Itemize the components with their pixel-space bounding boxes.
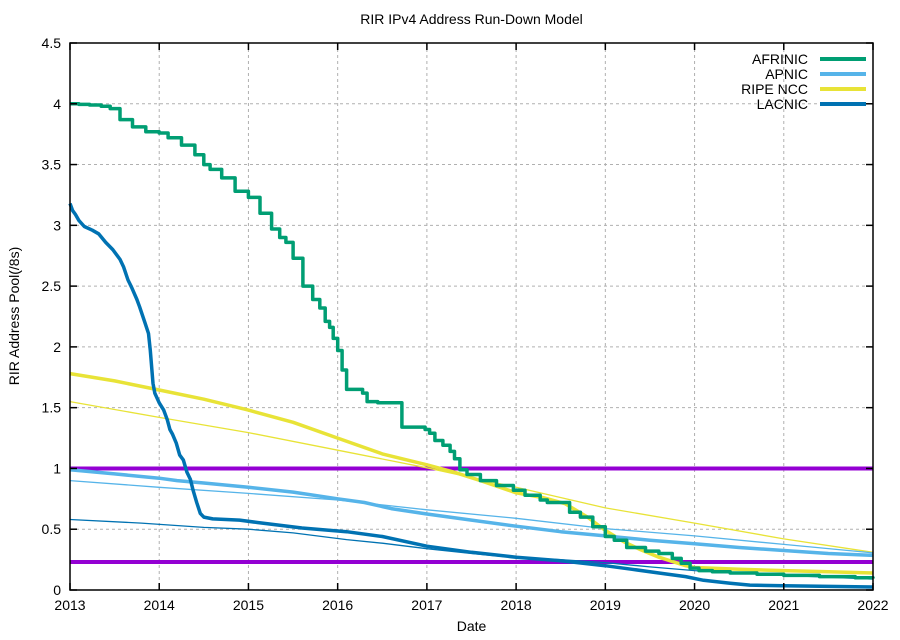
legend-line-lacnic-icon <box>820 101 866 106</box>
x-tick-label: 2019 <box>590 597 621 613</box>
x-tick-label: 2017 <box>411 597 442 613</box>
x-tick-label: 2013 <box>54 597 85 613</box>
legend-line-ripe-ncc-icon <box>820 86 866 91</box>
legend-label-afrinic: AFRINIC <box>752 50 808 67</box>
x-tick-label: 2014 <box>144 597 175 613</box>
legend-item-apnic: APNIC <box>741 65 866 82</box>
series-lacnic-actual <box>68 202 874 589</box>
legend: AFRINIC APNIC RIPE NCC LACNIC <box>741 50 866 112</box>
x-tick-label: 2015 <box>233 597 264 613</box>
legend-label-lacnic: LACNIC <box>756 95 808 112</box>
x-tick-label: 2022 <box>857 597 888 613</box>
series-apnic-actual <box>69 467 874 558</box>
series-apnic-model <box>69 479 874 554</box>
legend-line-apnic-icon <box>820 71 866 76</box>
legend-item-lacnic: LACNIC <box>741 95 866 112</box>
x-tick-label: 2016 <box>322 597 353 613</box>
y-tick-label: 2.5 <box>42 278 62 294</box>
x-tick-label: 2020 <box>679 597 710 613</box>
legend-label-apnic: APNIC <box>765 65 808 82</box>
y-axis-label: RIR Address Pool(/8s) <box>6 246 22 386</box>
series-afrinic-actual <box>70 102 875 580</box>
y-tick-label: 1.5 <box>42 400 62 416</box>
x-tick-label: 2018 <box>501 597 532 613</box>
y-tick-label: 1 <box>53 460 61 476</box>
plot-border <box>69 42 874 591</box>
y-tick-label: 2 <box>53 339 61 355</box>
y-tick-label: 3 <box>53 217 61 233</box>
y-tick-label: 0 <box>53 582 61 598</box>
y-tick-label: 3.5 <box>42 157 62 173</box>
y-tick-label: 4 <box>53 96 61 112</box>
legend-line-afrinic-icon <box>820 56 866 61</box>
y-tick-label: 4.5 <box>42 35 62 51</box>
legend-label-ripe-ncc: RIPE NCC <box>741 80 808 97</box>
legend-item-ripe-ncc: RIPE NCC <box>741 80 866 97</box>
chart-title: RIR IPv4 Address Run-Down Model <box>360 11 583 27</box>
legend-item-afrinic: AFRINIC <box>741 50 866 67</box>
y-tick-label: 0.5 <box>42 521 62 537</box>
x-tick-label: 2021 <box>768 597 799 613</box>
x-axis-label: Date <box>456 618 487 634</box>
